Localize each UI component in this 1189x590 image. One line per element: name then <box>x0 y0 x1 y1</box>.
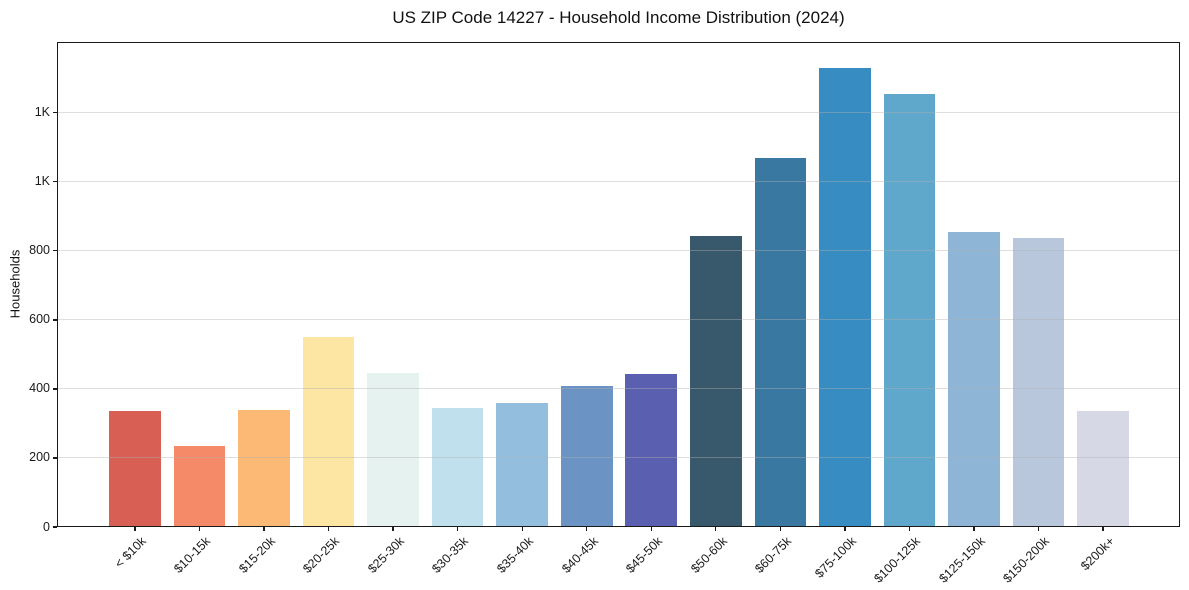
bar <box>1012 237 1065 527</box>
x-tick-mark <box>650 527 652 531</box>
x-tick-label: $15-20k <box>236 534 278 576</box>
x-tick-label: $40-45k <box>558 534 601 576</box>
bar <box>238 409 290 527</box>
x-tick-label: $60-75k <box>752 534 795 576</box>
y-tick-mark <box>53 526 57 528</box>
x-tick-mark <box>327 527 330 531</box>
y-tick-mark <box>53 388 57 390</box>
y-tick-mark <box>53 112 57 114</box>
bar <box>109 411 161 527</box>
bar <box>754 157 807 527</box>
x-tick-mark <box>908 527 911 531</box>
y-tick-label: 1K <box>34 174 50 189</box>
x-tick-mark <box>1102 527 1104 531</box>
bar <box>625 374 678 527</box>
gridline <box>57 250 1180 252</box>
y-tick-label: 0 <box>43 519 50 534</box>
x-tick-mark <box>457 527 459 531</box>
bar <box>496 402 548 527</box>
plot-frame <box>57 42 1180 527</box>
x-tick-mark <box>198 527 201 531</box>
bar <box>173 445 226 527</box>
bar <box>883 94 936 527</box>
bar <box>819 67 871 527</box>
x-tick-label: $75-100k <box>812 534 859 581</box>
x-tick-label: < $10k <box>112 534 149 571</box>
x-tick-label: $150-200k <box>1000 534 1053 586</box>
y-axis-label: Households <box>7 249 23 319</box>
y-tick-label: 600 <box>29 312 50 327</box>
x-tick-mark <box>134 527 136 531</box>
bar <box>560 386 613 527</box>
x-tick-mark <box>521 527 523 531</box>
bar <box>948 231 1000 527</box>
x-tick-mark <box>715 527 717 531</box>
y-tick-label: 400 <box>29 381 50 396</box>
x-tick-label: $20-25k <box>300 534 343 576</box>
x-tick-label: $100-125k <box>871 534 924 586</box>
chart-title: US ZIP Code 14227 - Household Income Dis… <box>392 8 845 27</box>
y-tick-label: 200 <box>29 450 50 465</box>
bar <box>689 236 742 527</box>
gridline <box>57 388 1180 390</box>
x-tick-label: $25-30k <box>365 534 408 576</box>
gridline <box>57 457 1180 459</box>
bar <box>1077 410 1129 527</box>
x-tick-mark <box>392 527 394 531</box>
x-tick-mark <box>779 527 781 531</box>
y-tick-mark <box>53 457 57 459</box>
x-tick-mark <box>586 527 588 531</box>
x-tick-mark <box>1037 527 1040 531</box>
gridline <box>57 319 1180 321</box>
plot-area: 0 200 400 600 800 1K 1K < $10k $10-15k $15-20k $20… <box>29 42 1180 586</box>
bar <box>431 407 484 527</box>
x-tick-label: $50-60k <box>687 534 730 576</box>
y-tick-label: 800 <box>29 243 50 258</box>
y-tick-mark <box>53 319 57 321</box>
y-tick-mark <box>53 181 57 183</box>
x-tick-label: $125-150k <box>936 534 988 586</box>
x-tick-label: $200k+ <box>1077 534 1117 574</box>
x-tick-label: $30-35k <box>429 534 472 576</box>
y-tick-mark <box>53 250 57 252</box>
x-tick-label: $10-15k <box>171 534 214 576</box>
x-tick-label: $45-50k <box>623 534 666 576</box>
x-tick-mark <box>844 527 846 531</box>
bar <box>367 373 419 527</box>
gridline <box>57 181 1180 183</box>
bar <box>302 337 355 527</box>
x-tick-mark <box>973 527 975 531</box>
y-tick-label: 1K <box>34 105 50 120</box>
x-tick-mark <box>263 527 265 531</box>
x-tick-label: $35-40k <box>494 534 537 576</box>
gridline <box>57 112 1180 114</box>
